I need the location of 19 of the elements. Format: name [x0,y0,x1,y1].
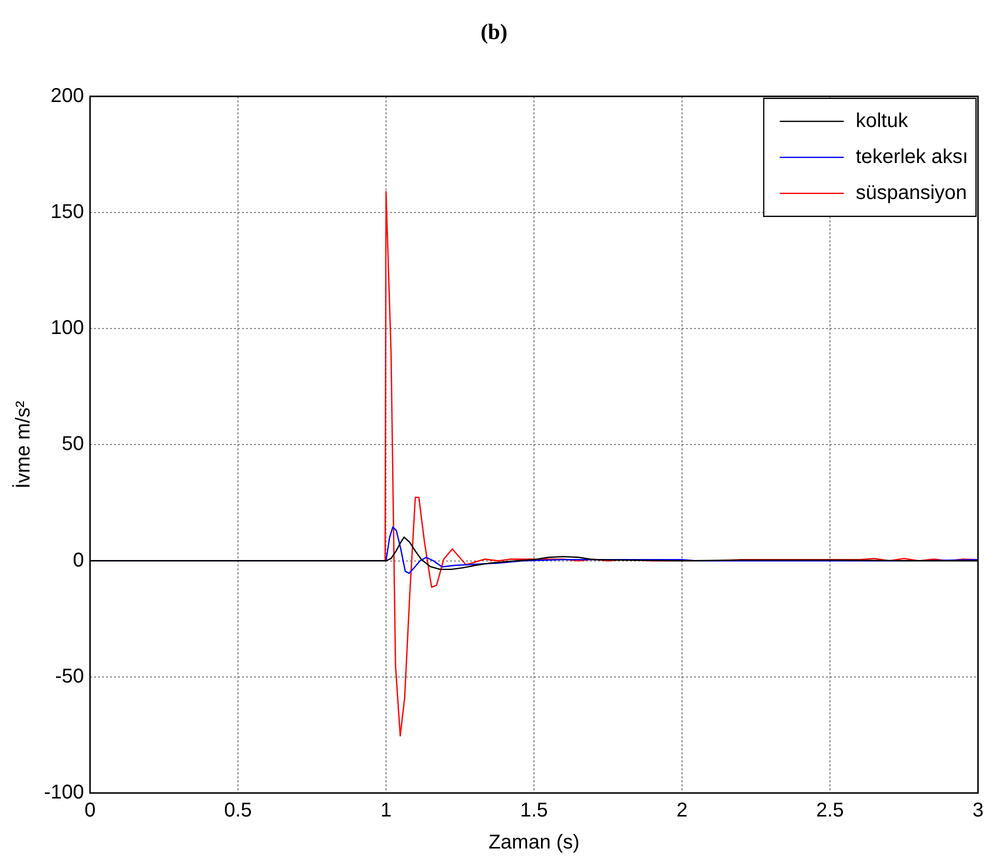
x-axis-title: Zaman (s) [488,832,580,854]
x-tick-label: 3 [972,800,984,822]
y-tick-label: 200 [50,84,84,107]
y-tick-label: 100 [50,317,84,340]
y-tick-label: 0 [72,549,84,572]
x-tick-label: 1.5 [520,800,548,822]
y-tick-label: -100 [44,782,84,804]
x-tick-label: 0.5 [224,800,252,822]
legend-label: tekerlek aksı [856,146,968,168]
chart-title: (b) [480,18,508,44]
x-tick-label: 2 [676,800,688,822]
y-tick-label: 150 [50,201,84,224]
x-tick-label: 2.5 [816,800,844,822]
x-tick-label: 1 [380,800,392,822]
legend-label: süspansiyon [856,182,967,204]
y-axis-title: İvme m/s² [12,400,35,489]
y-tick-label: 50 [62,433,84,456]
y-tick-label: -50 [55,665,84,688]
legend-label: koltuk [856,110,909,132]
